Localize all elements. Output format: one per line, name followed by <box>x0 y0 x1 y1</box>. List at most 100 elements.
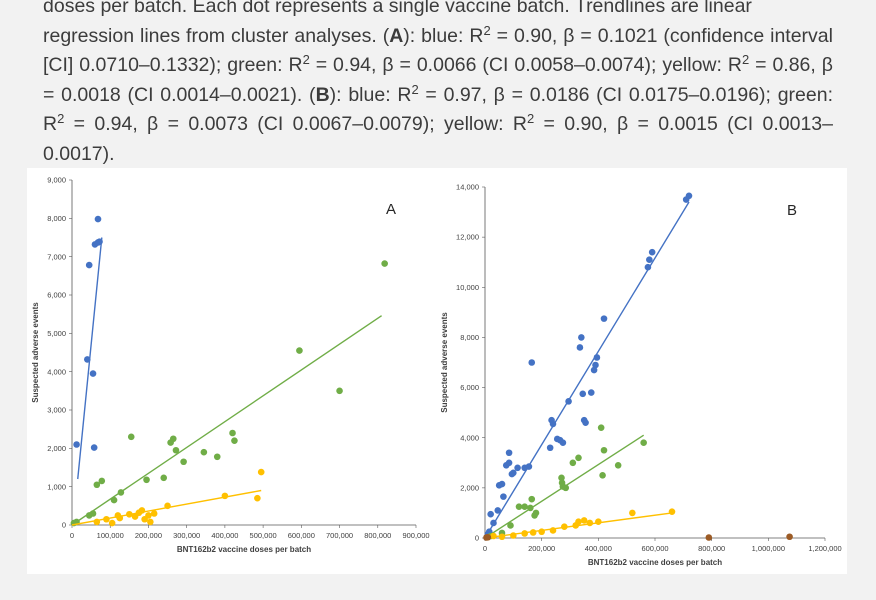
y-tick-label: 12,000 <box>456 233 479 242</box>
series-0 <box>484 192 693 539</box>
data-point <box>126 510 133 518</box>
trendline <box>484 201 690 539</box>
data-point <box>296 347 303 354</box>
y-tick-label: 8,000 <box>47 214 66 223</box>
data-point <box>336 387 343 395</box>
data-point <box>559 439 567 447</box>
data-point <box>110 496 118 504</box>
x-tick-label: 600,000 <box>288 531 315 540</box>
x-tick-label: 500,000 <box>250 531 277 540</box>
x-tick-label: 600,000 <box>641 544 668 553</box>
data-point <box>538 528 545 536</box>
x-tick-label: 700,000 <box>326 531 353 540</box>
caption-body: regression lines from cluster analyses. … <box>43 22 833 165</box>
data-point <box>569 459 577 467</box>
data-point <box>705 534 713 541</box>
y-tick-label: 6,000 <box>47 291 66 300</box>
series-2 <box>484 508 676 541</box>
data-point <box>575 518 582 526</box>
data-point <box>490 532 497 540</box>
data-point <box>103 515 110 523</box>
data-point <box>614 461 622 469</box>
y-tick-label: 6,000 <box>460 383 479 392</box>
data-point <box>528 359 536 366</box>
data-point <box>127 433 135 441</box>
y-tick-label: 3,000 <box>47 406 66 415</box>
data-point <box>231 437 238 444</box>
data-point <box>89 370 97 377</box>
data-point <box>593 354 601 361</box>
data-point <box>484 533 492 541</box>
data-point <box>89 510 97 517</box>
series-0 <box>73 215 103 480</box>
data-point <box>147 518 154 526</box>
x-tick-label: 900,000 <box>402 531 429 540</box>
data-point <box>169 435 177 443</box>
x-tick-label: 1,200,000 <box>808 544 841 553</box>
data-point <box>599 472 606 479</box>
data-point <box>221 492 229 500</box>
y-tick-label: 9,000 <box>47 176 66 185</box>
caption-panel-a: A <box>389 24 404 47</box>
data-point <box>116 514 124 522</box>
data-point <box>180 458 187 466</box>
data-point <box>381 260 388 267</box>
y-axis-label: Suspected adverse events <box>440 312 449 413</box>
data-point <box>600 446 608 454</box>
y-tick-label: 8,000 <box>460 333 479 342</box>
figure-caption: doses per batch. Each dot represents a s… <box>43 0 833 169</box>
data-point <box>96 238 103 246</box>
panel-label: A <box>386 201 396 218</box>
data-point <box>93 518 101 526</box>
data-point <box>257 468 265 476</box>
data-point <box>532 509 540 517</box>
y-tick-label: 2,000 <box>460 483 479 492</box>
data-point <box>786 533 793 541</box>
x-tick-label: 200,000 <box>135 531 162 540</box>
x-axis-label: BNT162b2 vaccine doses per batch <box>588 558 722 567</box>
data-point <box>668 508 676 515</box>
data-point <box>575 454 582 462</box>
y-tick-label: 4,000 <box>47 367 66 376</box>
data-point <box>586 519 594 527</box>
x-tick-label: 800,000 <box>698 544 725 553</box>
x-axis-label: BNT162b2 vaccine doses per batch <box>177 545 311 554</box>
data-point <box>145 512 152 519</box>
series-1 <box>70 260 388 527</box>
y-tick-label: 14,000 <box>456 183 479 192</box>
data-point <box>138 507 146 514</box>
x-tick-label: 1,000,000 <box>752 544 785 553</box>
data-point <box>595 518 602 526</box>
data-point <box>85 261 93 269</box>
data-point <box>600 315 608 322</box>
data-point <box>213 453 221 461</box>
series-3 <box>483 533 793 541</box>
trendline <box>71 315 382 526</box>
data-point <box>562 484 570 492</box>
data-point <box>529 529 537 536</box>
data-point <box>629 509 636 517</box>
y-tick-label: 0 <box>62 521 66 530</box>
data-point <box>510 532 517 539</box>
data-point <box>254 494 261 502</box>
data-point <box>648 248 656 256</box>
data-point <box>580 517 588 524</box>
data-point <box>514 464 521 472</box>
data-point <box>640 439 647 447</box>
data-point <box>646 256 653 264</box>
caption-panel-b: B <box>315 83 330 106</box>
data-point <box>160 474 168 482</box>
y-axis-label: Suspected adverse events <box>31 302 40 403</box>
x-tick-label: 0 <box>483 544 487 553</box>
data-point <box>561 523 568 531</box>
x-tick-label: 200,000 <box>528 544 555 553</box>
data-point <box>505 459 513 467</box>
data-point <box>521 530 528 537</box>
data-point <box>98 477 106 485</box>
data-point <box>525 463 533 470</box>
data-point <box>549 420 557 428</box>
data-point <box>164 502 171 510</box>
data-point <box>94 215 102 223</box>
data-point <box>592 361 599 369</box>
y-tick-label: 2,000 <box>47 444 66 453</box>
